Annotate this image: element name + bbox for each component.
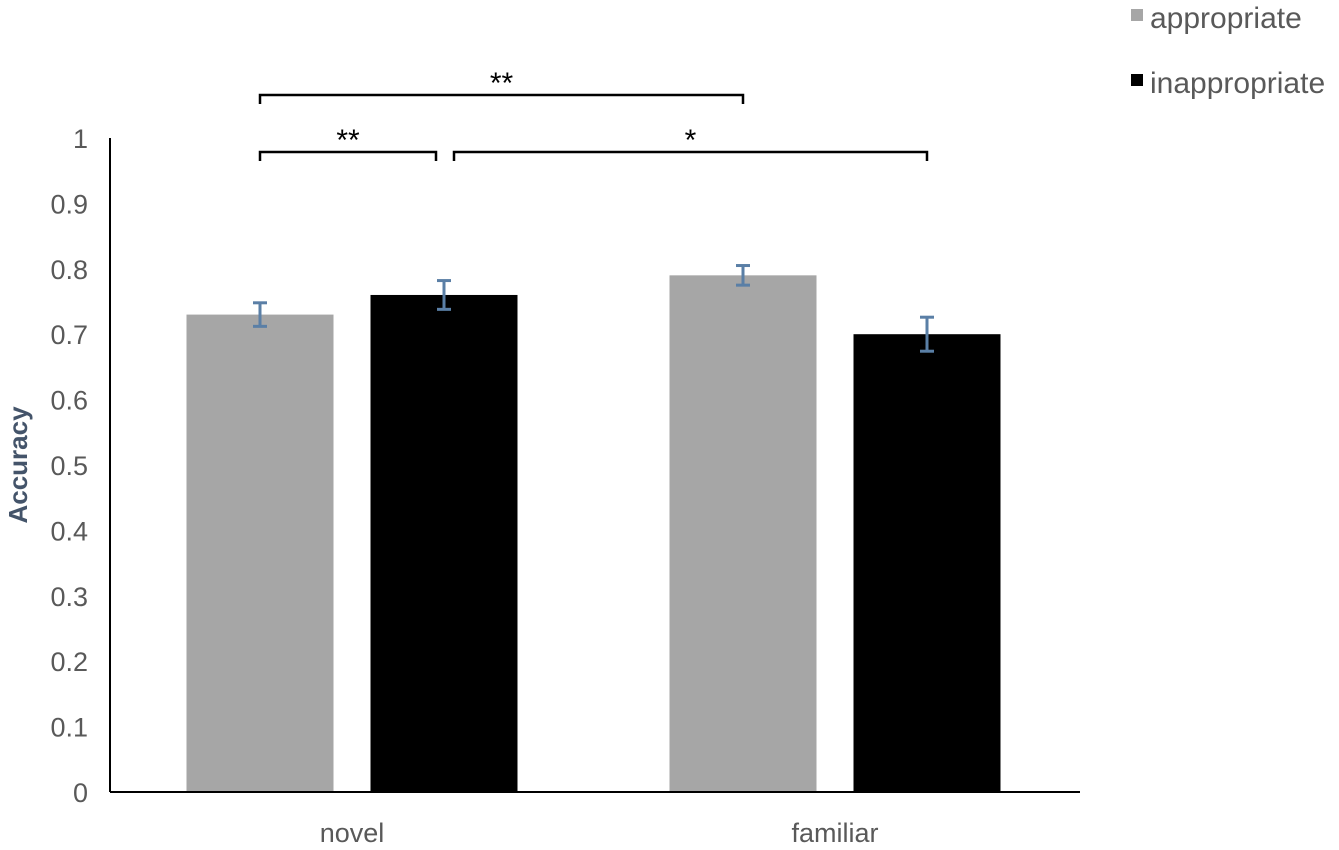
bar-appropriate-familiar bbox=[669, 275, 817, 793]
bar-appropriate-novel bbox=[186, 314, 334, 792]
y-tick-label: 0.9 bbox=[50, 189, 88, 219]
bar-inappropriate-familiar bbox=[853, 334, 1001, 792]
legend-swatch bbox=[1131, 74, 1143, 86]
significance-bracket: ** bbox=[258, 124, 438, 161]
significance-label: * bbox=[685, 124, 697, 157]
legend-item-inappropriate: inappropriate bbox=[1131, 67, 1325, 100]
y-tick-label: 0.8 bbox=[50, 255, 88, 285]
significance-label: ** bbox=[336, 124, 360, 157]
error-bars bbox=[253, 264, 934, 353]
bar-inappropriate-novel bbox=[370, 294, 518, 792]
legend-item-appropriate: appropriate bbox=[1131, 2, 1302, 35]
significance-label: ** bbox=[490, 67, 514, 100]
legend-label: appropriate bbox=[1150, 2, 1302, 35]
y-tick-label: 0.2 bbox=[50, 647, 88, 677]
category-labels: novel familiar bbox=[320, 818, 879, 848]
y-tick-labels: 0 0.1 0.2 0.3 0.4 0.5 0.6 0.7 0.8 0.9 1 bbox=[50, 124, 88, 808]
significance-brackets: ***** bbox=[258, 67, 929, 161]
bars bbox=[186, 275, 1001, 793]
legend-swatch bbox=[1131, 9, 1143, 21]
y-tick-label: 0.5 bbox=[50, 451, 88, 481]
significance-bracket: * bbox=[452, 124, 929, 161]
category-label-familiar: familiar bbox=[791, 818, 878, 848]
y-tick-label: 0.7 bbox=[50, 320, 88, 350]
legend-label: inappropriate bbox=[1150, 67, 1325, 100]
y-tick-label: 0.3 bbox=[50, 582, 88, 612]
y-axis-label: Accuracy bbox=[3, 406, 33, 524]
error-bar bbox=[253, 301, 267, 328]
significance-bracket: ** bbox=[258, 67, 745, 104]
y-tick-label: 0.4 bbox=[50, 516, 88, 546]
y-tick-label: 0.6 bbox=[50, 386, 88, 416]
legend: appropriate inappropriate bbox=[1131, 2, 1325, 100]
y-tick-label: 0.1 bbox=[50, 713, 88, 743]
error-bar bbox=[437, 279, 451, 311]
error-bar bbox=[920, 315, 934, 353]
axes bbox=[109, 138, 1080, 793]
error-bar bbox=[736, 264, 750, 287]
y-tick-label: 0 bbox=[73, 778, 88, 808]
y-tick-label: 1 bbox=[73, 124, 88, 154]
category-label-novel: novel bbox=[320, 818, 385, 848]
